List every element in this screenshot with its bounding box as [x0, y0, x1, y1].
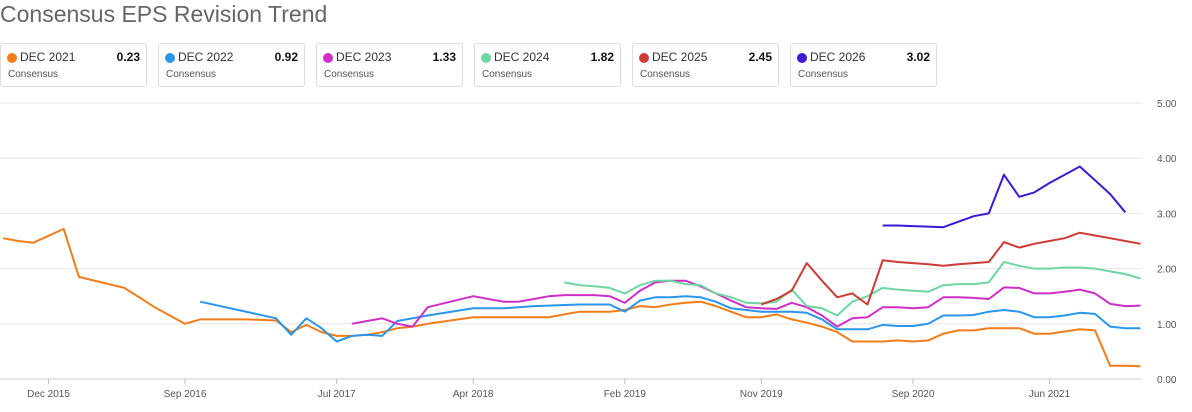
- legend-color-dot: [7, 53, 17, 63]
- legend-series-value: 2.45: [748, 50, 772, 64]
- x-axis: Dec 2015 Sep 2016 Jul 2017 Apr 2018 Feb 2019…: [27, 379, 1070, 400]
- series-lines: [2, 165, 1141, 368]
- legend-series-subtitle: Consensus: [166, 69, 217, 80]
- legend-item-dec-2024[interactable]: DEC 2024 1.82 Consensus: [474, 43, 621, 87]
- legend-series-value: 0.92: [274, 50, 298, 64]
- legend-item-dec-2025[interactable]: DEC 2025 2.45 Consensus: [632, 43, 779, 87]
- series-line-dec-2025[interactable]: [760, 231, 1141, 306]
- y-tick-label: 3.00: [1157, 209, 1177, 220]
- y-tick-label: 5.00: [1157, 99, 1177, 110]
- y-tick-label: 2.00: [1157, 265, 1177, 276]
- x-tick-label: Feb 2019: [604, 389, 647, 400]
- y-tick-label: 4.00: [1157, 154, 1177, 165]
- legend-series-subtitle: Consensus: [798, 69, 849, 80]
- legend-series-name: DEC 2021: [20, 50, 76, 64]
- x-tick-label: Sep 2016: [164, 389, 207, 400]
- series-line-dec-2022[interactable]: [199, 295, 1141, 343]
- x-tick-label: Nov 2019: [740, 389, 783, 400]
- series-line-dec-2021[interactable]: [2, 227, 1141, 368]
- legend-series-subtitle: Consensus: [8, 69, 59, 80]
- x-tick-label: Apr 2018: [453, 389, 494, 400]
- legend-color-dot: [323, 53, 333, 63]
- legend-color-dot: [165, 53, 175, 63]
- legend-series-value: 0.23: [116, 50, 140, 64]
- legend-item-dec-2023[interactable]: DEC 2023 1.33 Consensus: [316, 43, 463, 87]
- legend-color-dot: [639, 53, 649, 63]
- legend-color-dot: [481, 53, 491, 63]
- legend-item-dec-2022[interactable]: DEC 2022 0.92 Consensus: [158, 43, 305, 87]
- legend-series-name: DEC 2023: [336, 50, 392, 64]
- chart-title: Consensus EPS Revision Trend: [0, 1, 328, 27]
- legend-series-name: DEC 2025: [652, 50, 708, 64]
- legend-series-name: DEC 2026: [810, 50, 866, 64]
- legend-series-value: 3.02: [906, 50, 930, 64]
- y-axis: 0.00 1.00 2.00 3.00 4.00 5.00: [1157, 99, 1177, 386]
- legend-series-subtitle: Consensus: [640, 69, 691, 80]
- legend-series-value: 1.82: [590, 50, 614, 64]
- y-tick-label: 0.00: [1157, 375, 1177, 386]
- legend-series-subtitle: Consensus: [482, 69, 533, 80]
- x-tick-label: Jul 2017: [318, 389, 356, 400]
- series-line-dec-2026[interactable]: [882, 165, 1127, 229]
- legend-series-subtitle: Consensus: [324, 69, 375, 80]
- legend-item-dec-2026[interactable]: DEC 2026 3.02 Consensus: [790, 43, 937, 87]
- x-tick-label: Dec 2015: [27, 389, 70, 400]
- legend-series-name: DEC 2022: [178, 50, 234, 64]
- x-tick-label: Sep 2020: [892, 389, 935, 400]
- chart-gridlines: [0, 102, 1142, 380]
- legend-series-value: 1.33: [432, 50, 456, 64]
- series-line-dec-2024[interactable]: [564, 261, 1141, 317]
- series-line-dec-2023[interactable]: [351, 279, 1141, 328]
- x-tick-label: Jun 2021: [1029, 389, 1071, 400]
- y-tick-label: 1.00: [1157, 320, 1177, 331]
- legend-color-dot: [797, 53, 807, 63]
- legend-item-dec-2021[interactable]: DEC 2021 0.23 Consensus: [0, 43, 147, 87]
- legend-series-name: DEC 2024: [494, 50, 550, 64]
